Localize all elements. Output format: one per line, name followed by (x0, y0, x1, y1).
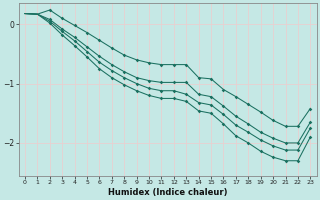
Point (270, 156, 276, 159)
Point (72, 39, 77, 42)
Point (60, 33, 65, 37)
Point (221, 88, 226, 91)
Point (295, 148, 300, 152)
Point (221, 122, 226, 126)
Point (196, 93, 201, 96)
Point (159, 63, 164, 66)
Point (270, 119, 276, 122)
Point (109, 63, 114, 66)
Point (283, 148, 288, 152)
Point (233, 134, 238, 137)
X-axis label: Humidex (Indice chaleur): Humidex (Indice chaleur) (108, 188, 228, 197)
Point (184, 63, 189, 66)
Point (60, 27, 65, 31)
Point (147, 94, 152, 97)
Point (97, 39, 102, 42)
Point (134, 82, 139, 85)
Point (295, 125, 300, 128)
Point (134, 58, 139, 61)
Point (270, 144, 276, 148)
Point (60, 17, 65, 20)
Point (258, 138, 263, 142)
Point (209, 112, 214, 115)
Point (184, 81, 189, 84)
Point (60, 30, 65, 33)
Point (233, 124, 238, 127)
Point (122, 83, 127, 86)
Point (84, 45, 90, 48)
Point (47, 20, 52, 23)
Point (122, 76, 127, 79)
Point (84, 55, 90, 58)
Point (147, 87, 152, 90)
Point (171, 89, 176, 92)
Point (47, 8, 52, 12)
Point (122, 70, 127, 73)
Point (283, 141, 288, 145)
Point (171, 63, 176, 66)
Point (196, 76, 201, 79)
Point (308, 107, 313, 110)
Point (196, 101, 201, 104)
Point (196, 109, 201, 112)
Point (246, 103, 251, 106)
Point (159, 89, 164, 92)
Point (109, 76, 114, 79)
Point (72, 36, 77, 39)
Point (171, 81, 176, 84)
Point (184, 100, 189, 103)
Point (209, 77, 214, 80)
Point (159, 81, 164, 84)
Point (295, 141, 300, 145)
Point (295, 159, 300, 162)
Point (109, 46, 114, 50)
Point (97, 55, 102, 58)
Point (221, 113, 226, 116)
Point (308, 121, 313, 124)
Point (171, 97, 176, 100)
Point (147, 79, 152, 82)
Point (258, 150, 263, 153)
Point (283, 159, 288, 162)
Point (246, 141, 251, 145)
Point (209, 103, 214, 107)
Point (97, 67, 102, 70)
Point (47, 18, 52, 21)
Point (134, 76, 139, 79)
Point (84, 31, 90, 34)
Point (109, 69, 114, 72)
Point (159, 97, 164, 100)
Point (221, 105, 226, 108)
Point (72, 44, 77, 47)
Point (308, 135, 313, 139)
Point (184, 93, 189, 96)
Point (270, 137, 276, 140)
Point (233, 115, 238, 118)
Point (283, 125, 288, 128)
Point (233, 95, 238, 98)
Point (147, 61, 152, 64)
Point (97, 61, 102, 64)
Point (209, 95, 214, 98)
Point (134, 89, 139, 92)
Point (84, 50, 90, 53)
Point (308, 127, 313, 130)
Point (258, 131, 263, 134)
Point (72, 24, 77, 27)
Point (122, 54, 127, 57)
Point (47, 21, 52, 25)
Point (246, 131, 251, 134)
Point (258, 110, 263, 114)
Point (246, 122, 251, 126)
